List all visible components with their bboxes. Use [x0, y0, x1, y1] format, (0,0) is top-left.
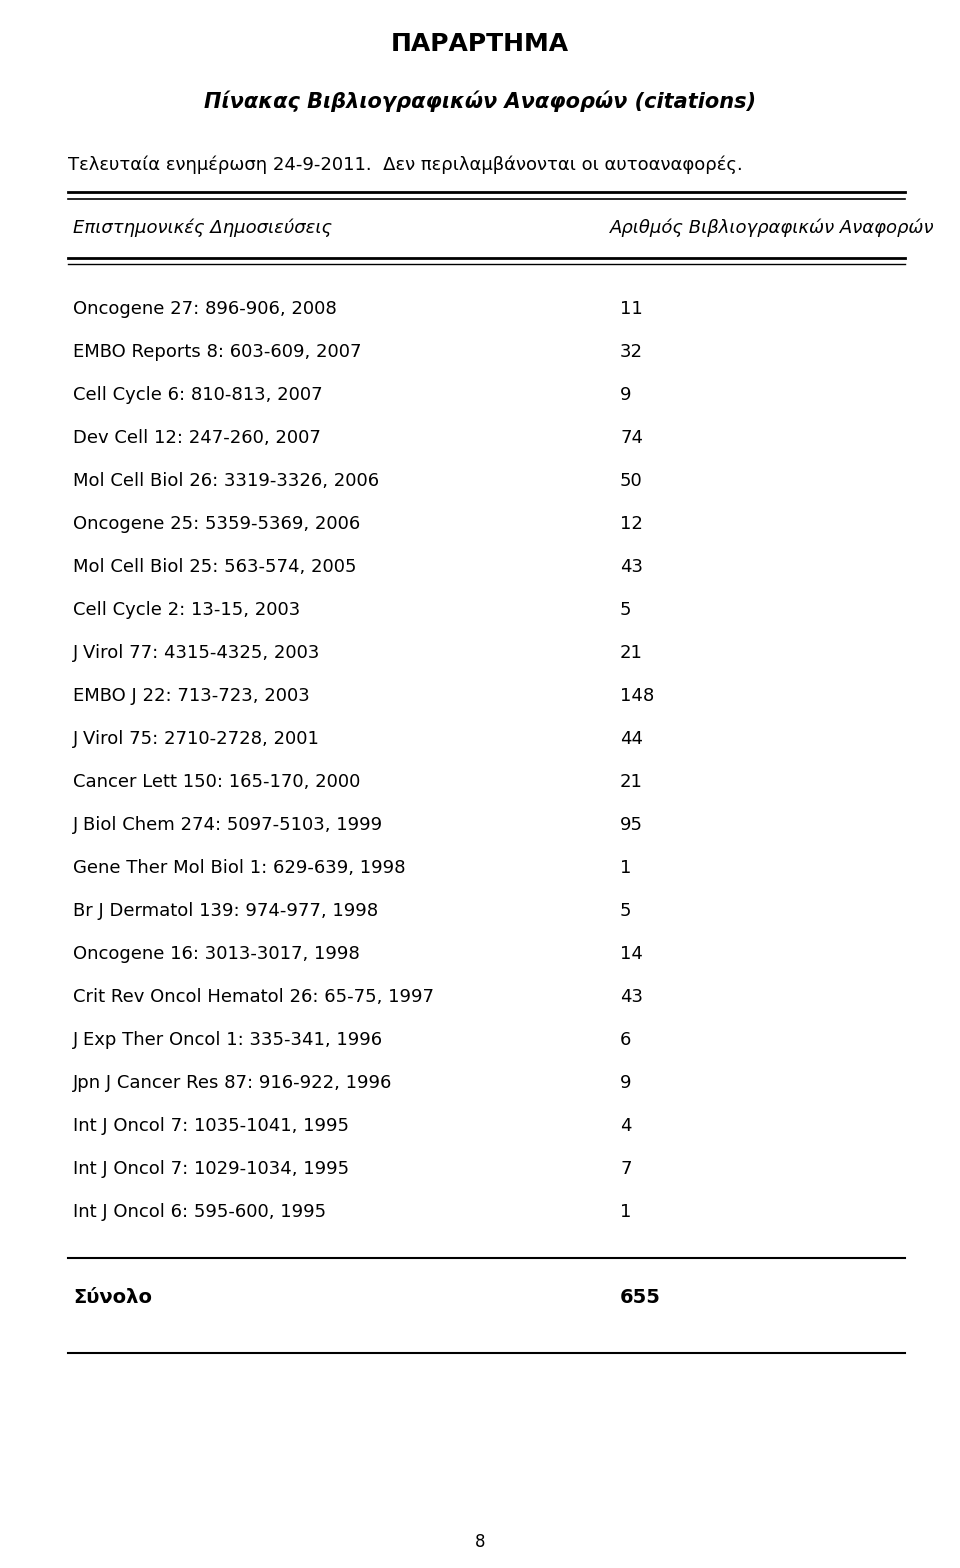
- Text: 95: 95: [620, 815, 643, 834]
- Text: Cell Cycle 6: 810-813, 2007: Cell Cycle 6: 810-813, 2007: [73, 386, 323, 405]
- Text: 32: 32: [620, 343, 643, 361]
- Text: Cell Cycle 2: 13-15, 2003: Cell Cycle 2: 13-15, 2003: [73, 601, 300, 619]
- Text: 50: 50: [620, 472, 643, 491]
- Text: Br J Dermatol 139: 974-977, 1998: Br J Dermatol 139: 974-977, 1998: [73, 902, 378, 920]
- Text: 5: 5: [620, 902, 632, 920]
- Text: Τελευταία ενημέρωση 24-9-2011.  Δεν περιλαμβάνονται οι αυτοαναφορές.: Τελευταία ενημέρωση 24-9-2011. Δεν περιλ…: [68, 155, 743, 174]
- Text: 9: 9: [620, 1074, 632, 1091]
- Text: 14: 14: [620, 946, 643, 963]
- Text: Gene Ther Mol Biol 1: 629-639, 1998: Gene Ther Mol Biol 1: 629-639, 1998: [73, 859, 405, 877]
- Text: 7: 7: [620, 1160, 632, 1178]
- Text: 1: 1: [620, 1203, 632, 1221]
- Text: J Virol 75: 2710-2728, 2001: J Virol 75: 2710-2728, 2001: [73, 731, 320, 748]
- Text: Int J Oncol 7: 1035-1041, 1995: Int J Oncol 7: 1035-1041, 1995: [73, 1116, 349, 1135]
- Text: Crit Rev Oncol Hematol 26: 65-75, 1997: Crit Rev Oncol Hematol 26: 65-75, 1997: [73, 988, 434, 1007]
- Text: 4: 4: [620, 1116, 632, 1135]
- Text: Πίνακας Βιβλιογραφικών Αναφορών (citations): Πίνακας Βιβλιογραφικών Αναφορών (citatio…: [204, 89, 756, 111]
- Text: 8: 8: [475, 1534, 485, 1551]
- Text: Oncogene 25: 5359-5369, 2006: Oncogene 25: 5359-5369, 2006: [73, 514, 360, 533]
- Text: 5: 5: [620, 601, 632, 619]
- Text: Αριθμός Βιβλιογραφικών Αναφορών: Αριθμός Βιβλιογραφικών Αναφορών: [610, 218, 934, 237]
- Text: 12: 12: [620, 514, 643, 533]
- Text: 655: 655: [620, 1287, 660, 1308]
- Text: Cancer Lett 150: 165-170, 2000: Cancer Lett 150: 165-170, 2000: [73, 773, 360, 790]
- Text: Int J Oncol 6: 595-600, 1995: Int J Oncol 6: 595-600, 1995: [73, 1203, 326, 1221]
- Text: ΠΑΡΑΡΤΗΜΑ: ΠΑΡΑΡΤΗΜΑ: [391, 31, 569, 56]
- Text: 21: 21: [620, 644, 643, 662]
- Text: Dev Cell 12: 247-260, 2007: Dev Cell 12: 247-260, 2007: [73, 430, 321, 447]
- Text: 21: 21: [620, 773, 643, 790]
- Text: EMBO J 22: 713-723, 2003: EMBO J 22: 713-723, 2003: [73, 687, 310, 706]
- Text: 74: 74: [620, 430, 643, 447]
- Text: Oncogene 16: 3013-3017, 1998: Oncogene 16: 3013-3017, 1998: [73, 946, 360, 963]
- Text: 148: 148: [620, 687, 655, 706]
- Text: 6: 6: [620, 1032, 632, 1049]
- Text: 43: 43: [620, 558, 643, 575]
- Text: 11: 11: [620, 299, 643, 318]
- Text: 1: 1: [620, 859, 632, 877]
- Text: 44: 44: [620, 731, 643, 748]
- Text: Επιστημονικές Δημοσιεύσεις: Επιστημονικές Δημοσιεύσεις: [73, 218, 332, 237]
- Text: J Exp Ther Oncol 1: 335-341, 1996: J Exp Ther Oncol 1: 335-341, 1996: [73, 1032, 383, 1049]
- Text: Int J Oncol 7: 1029-1034, 1995: Int J Oncol 7: 1029-1034, 1995: [73, 1160, 349, 1178]
- Text: J Biol Chem 274: 5097-5103, 1999: J Biol Chem 274: 5097-5103, 1999: [73, 815, 383, 834]
- Text: 43: 43: [620, 988, 643, 1007]
- Text: Σύνολο: Σύνολο: [73, 1287, 152, 1308]
- Text: J Virol 77: 4315-4325, 2003: J Virol 77: 4315-4325, 2003: [73, 644, 321, 662]
- Text: Mol Cell Biol 26: 3319-3326, 2006: Mol Cell Biol 26: 3319-3326, 2006: [73, 472, 379, 491]
- Text: 9: 9: [620, 386, 632, 405]
- Text: EMBO Reports 8: 603-609, 2007: EMBO Reports 8: 603-609, 2007: [73, 343, 362, 361]
- Text: Mol Cell Biol 25: 563-574, 2005: Mol Cell Biol 25: 563-574, 2005: [73, 558, 356, 575]
- Text: Jpn J Cancer Res 87: 916-922, 1996: Jpn J Cancer Res 87: 916-922, 1996: [73, 1074, 393, 1091]
- Text: Oncogene 27: 896-906, 2008: Oncogene 27: 896-906, 2008: [73, 299, 337, 318]
